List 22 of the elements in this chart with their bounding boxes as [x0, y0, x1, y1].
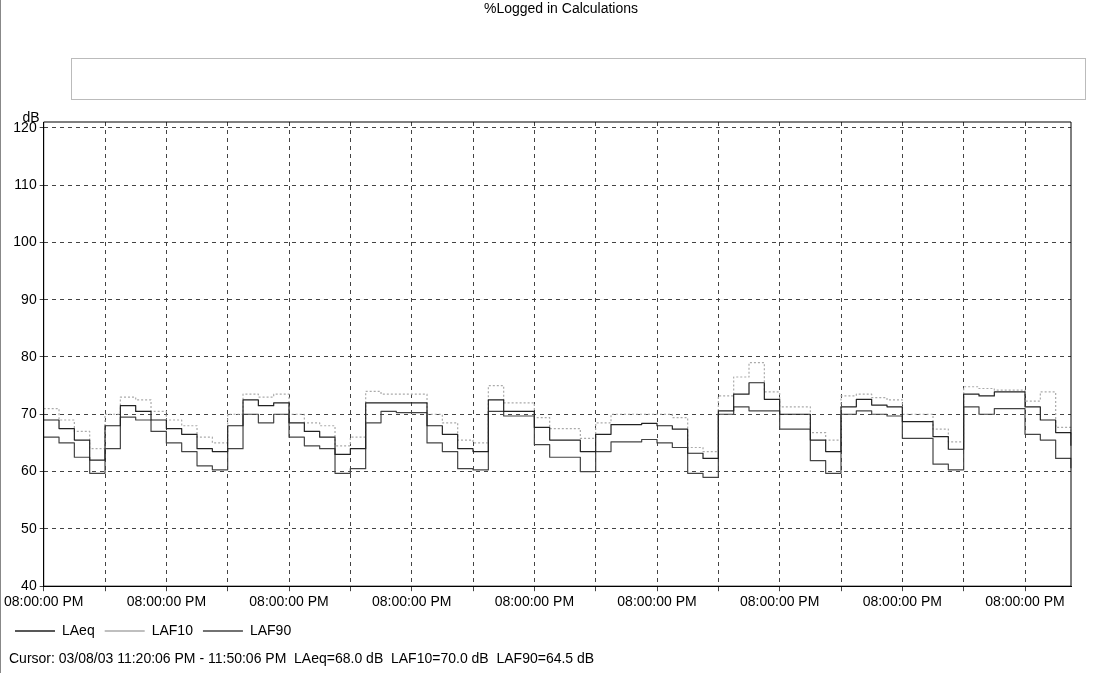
legend-label: LAF90	[249, 621, 292, 638]
chart-title: %Logged in Calculations	[482, 0, 640, 16]
y-tick-label: 50	[21, 519, 37, 536]
x-tick-label: 08:00:00 PM	[494, 593, 575, 610]
x-tick-label: 08:00:00 PM	[4, 593, 84, 610]
y-tick-label: 70	[21, 405, 37, 422]
x-tick-label: 08:00:00 PM	[862, 593, 943, 610]
x-tick-label: 08:00:00 PM	[739, 593, 820, 610]
y-tick-label: 90	[21, 290, 37, 307]
x-tick-label: 08:00:00 PM	[126, 593, 207, 610]
y-tick-label: 110	[14, 175, 37, 192]
x-tick-label: 08:00:00 PM	[617, 593, 697, 610]
y-tick-label: 80	[21, 347, 37, 364]
x-tick-label: 08:00:00 PM	[371, 593, 452, 610]
x-tick-label: 08:00:00 PM	[985, 593, 1065, 610]
x-tick-label: 08:00:00 PM	[249, 593, 329, 610]
text: Cursor: 03/08/03 11:20:06 PM - 11:50:06 PM LAeq=68.0 dB LAF10=70.0 dB LAF90=64.5 dB	[9, 650, 595, 666]
y-tick-label: 100	[13, 233, 37, 250]
legend-label: LAeq	[62, 621, 95, 638]
y-tick-label: 60	[21, 462, 37, 479]
y-tick-label: 40	[21, 577, 37, 594]
legend-label: LAF10	[151, 621, 194, 638]
